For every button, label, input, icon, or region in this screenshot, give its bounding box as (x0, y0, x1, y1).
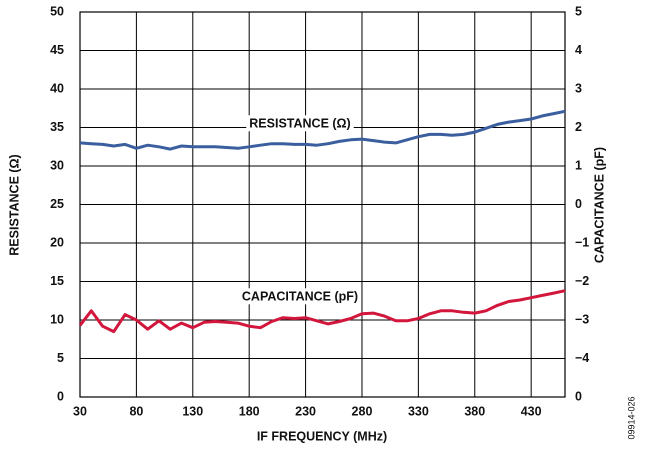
y-tick-label: 40 (50, 81, 64, 95)
y-tick-label: 5 (57, 351, 64, 365)
y-tick-label: 10 (50, 312, 64, 326)
y2-tick-label: 4 (575, 43, 582, 57)
y2-axis-title: CAPACITANCE (pF) (592, 147, 606, 263)
y2-tick-label: 3 (575, 81, 582, 95)
y2-tick-label: 1 (575, 158, 582, 172)
x-tick-label: 330 (408, 404, 429, 418)
x-tick-label: 180 (239, 404, 260, 418)
y2-tick-label: 2 (575, 120, 582, 134)
x-tick-label: 130 (182, 404, 203, 418)
y-axis-title: RESISTANCE (Ω) (7, 154, 21, 255)
y-tick-label: 30 (50, 158, 64, 172)
y2-tick-label: −4 (575, 351, 589, 365)
y2-tick-label: 0 (575, 389, 582, 403)
x-tick-label: 280 (352, 404, 373, 418)
label-background (238, 288, 362, 305)
y2-tick-label: 5 (575, 4, 582, 18)
x-tick-label: 380 (464, 404, 485, 418)
series-line (79, 109, 566, 151)
plot-frame (79, 11, 566, 398)
y-tick-label: 15 (50, 274, 64, 288)
x-tick-label: 230 (295, 404, 316, 418)
series-line (78, 289, 566, 334)
y2-tick-label: −3 (575, 312, 589, 326)
y-tick-label: 20 (50, 235, 64, 249)
x-tick-label: 80 (129, 404, 143, 418)
x-tick-label: 30 (73, 404, 87, 418)
x-tick-label: 430 (521, 404, 542, 418)
y2-tick-label: −1 (575, 235, 589, 249)
series-label: RESISTANCE (Ω) (249, 116, 350, 130)
series-label: CAPACITANCE (pF) (242, 289, 358, 303)
figure-id: 09914-026 (626, 396, 636, 439)
y2-tick-label: −2 (575, 274, 589, 288)
x-axis-title: IF FREQUENCY (MHz) (257, 429, 387, 443)
y-tick-label: 0 (57, 389, 64, 403)
y-tick-label: 25 (50, 197, 64, 211)
label-background (246, 115, 354, 132)
y-tick-label: 45 (50, 43, 64, 57)
y2-tick-label: 0 (575, 197, 582, 211)
y-tick-label: 50 (50, 4, 64, 18)
y-tick-label: 35 (50, 120, 64, 134)
